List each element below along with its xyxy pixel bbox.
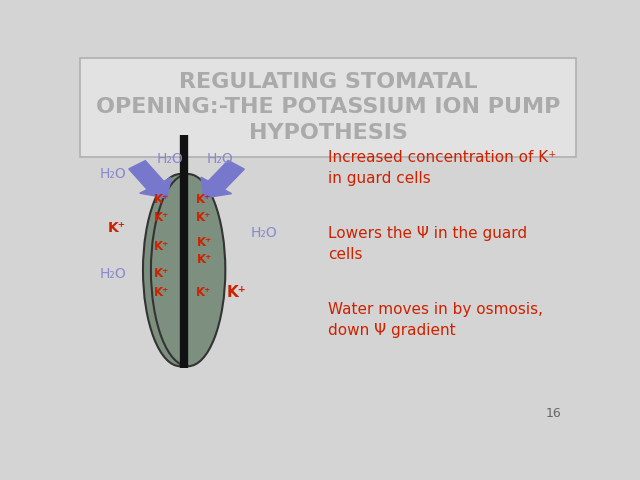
Text: K⁺: K⁺ [195,193,211,206]
Text: H₂O: H₂O [100,167,127,181]
Text: H₂O: H₂O [207,152,233,166]
FancyArrow shape [201,160,244,198]
Text: Water moves in by osmosis,
down Ψ gradient: Water moves in by osmosis, down Ψ gradie… [328,301,543,337]
Text: K⁺: K⁺ [154,193,170,206]
Text: K⁺: K⁺ [195,211,211,224]
FancyArrow shape [129,161,171,198]
Text: H₂O: H₂O [157,152,184,166]
FancyBboxPatch shape [80,58,576,157]
Text: Lowers the Ψ in the guard
cells: Lowers the Ψ in the guard cells [328,226,527,262]
Text: Increased concentration of K⁺
in guard cells: Increased concentration of K⁺ in guard c… [328,150,556,186]
Text: 16: 16 [545,407,561,420]
Ellipse shape [143,174,218,366]
Text: H₂O: H₂O [251,226,278,240]
Text: H₂O: H₂O [100,267,127,281]
Text: K⁺: K⁺ [195,286,211,299]
Ellipse shape [151,174,225,366]
Text: K⁺: K⁺ [197,253,212,266]
Text: K⁺: K⁺ [227,285,246,300]
Text: K⁺: K⁺ [154,211,170,224]
Text: K⁺: K⁺ [154,240,170,252]
Text: K⁺: K⁺ [154,267,170,280]
Text: K⁺: K⁺ [197,236,212,249]
Text: K⁺: K⁺ [108,221,126,235]
Text: REGULATING STOMATAL
OPENING:-THE POTASSIUM ION PUMP
HYPOTHESIS: REGULATING STOMATAL OPENING:-THE POTASSI… [96,72,560,143]
Text: K⁺: K⁺ [154,286,170,299]
